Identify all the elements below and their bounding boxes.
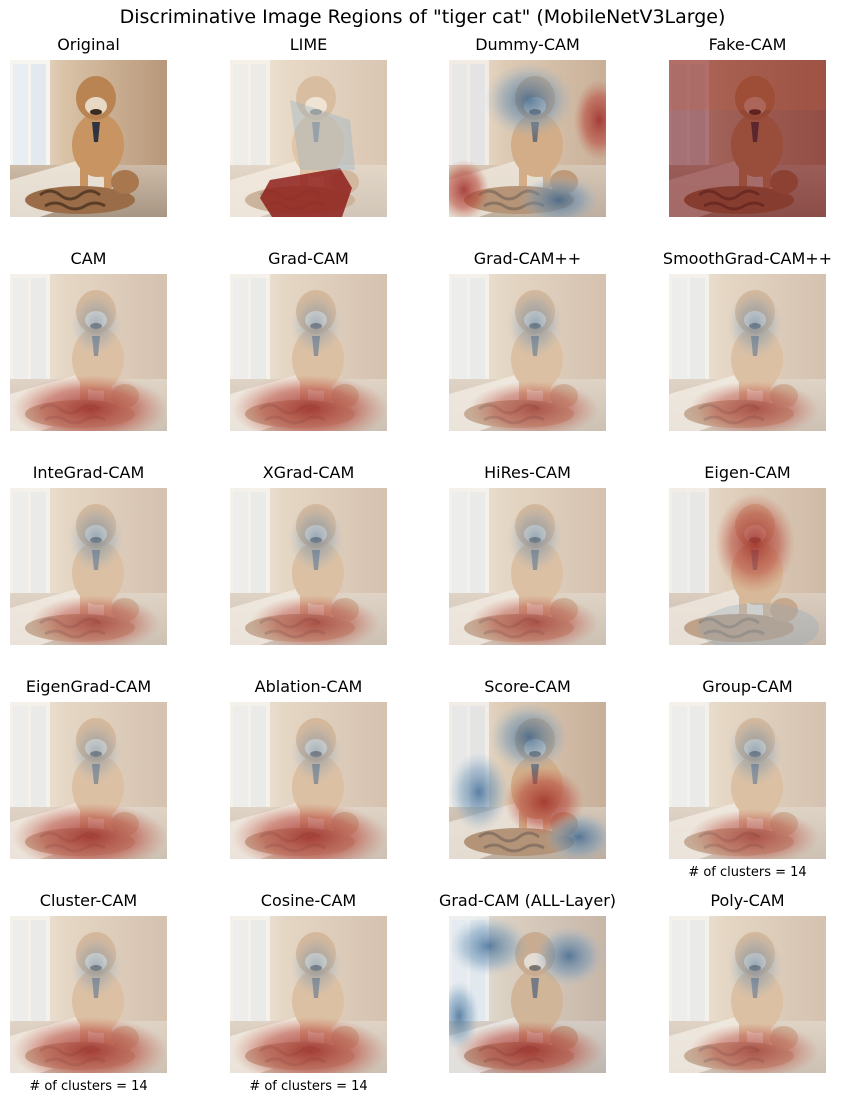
panel-title: Poly-CAM xyxy=(710,891,785,910)
panel-title: SmoothGrad-CAM++ xyxy=(662,249,833,268)
heatmap-image xyxy=(10,60,167,217)
panel-title: InteGrad-CAM xyxy=(32,463,145,482)
panel-title: Ablation-CAM xyxy=(254,677,363,696)
panel-title: Cluster-CAM xyxy=(39,891,138,910)
panel-title: Original xyxy=(57,35,120,54)
panel-title: XGrad-CAM xyxy=(262,463,355,482)
heatmap-image xyxy=(669,60,826,217)
panel-title: Group-CAM xyxy=(702,677,793,696)
heatmap-image xyxy=(449,488,606,645)
panel-title: Fake-CAM xyxy=(708,35,787,54)
heatmap-image xyxy=(230,702,387,859)
panel-caption: # of clusters = 14 xyxy=(29,1079,148,1094)
heatmap-image xyxy=(449,916,606,1073)
panel-title: CAM xyxy=(70,249,107,268)
panel-title: HiRes-CAM xyxy=(484,463,571,482)
heatmap-image xyxy=(669,488,826,645)
heatmap-image xyxy=(449,702,606,859)
panel-title: Grad-CAM (ALL-Layer) xyxy=(438,891,617,910)
panel-title: Grad-CAM xyxy=(268,249,349,268)
panel-title: Eigen-CAM xyxy=(704,463,791,482)
panel-title: Score-CAM xyxy=(484,677,571,696)
heatmap-image xyxy=(230,274,387,431)
heatmap-image xyxy=(10,916,167,1073)
panel-title: LIME xyxy=(289,35,328,54)
heatmap-image xyxy=(669,702,826,859)
panel-title: Dummy-CAM xyxy=(475,35,580,54)
heatmap-image xyxy=(10,274,167,431)
heatmap-image xyxy=(230,916,387,1073)
panel-caption: # of clusters = 14 xyxy=(249,1079,368,1094)
panel-title: Cosine-CAM xyxy=(260,891,357,910)
heatmap-image xyxy=(449,274,606,431)
heatmap-image xyxy=(10,488,167,645)
panel-caption: # of clusters = 14 xyxy=(688,865,807,880)
heatmap-image xyxy=(230,60,387,217)
panel-title: EigenGrad-CAM xyxy=(25,677,152,696)
heatmap-image xyxy=(230,488,387,645)
heatmap-image xyxy=(10,702,167,859)
heatmap-image xyxy=(669,274,826,431)
heatmap-image xyxy=(449,60,606,217)
panel-title: Grad-CAM++ xyxy=(473,249,582,268)
figure-title: Discriminative Image Regions of "tiger c… xyxy=(119,6,726,28)
heatmap-image xyxy=(669,916,826,1073)
